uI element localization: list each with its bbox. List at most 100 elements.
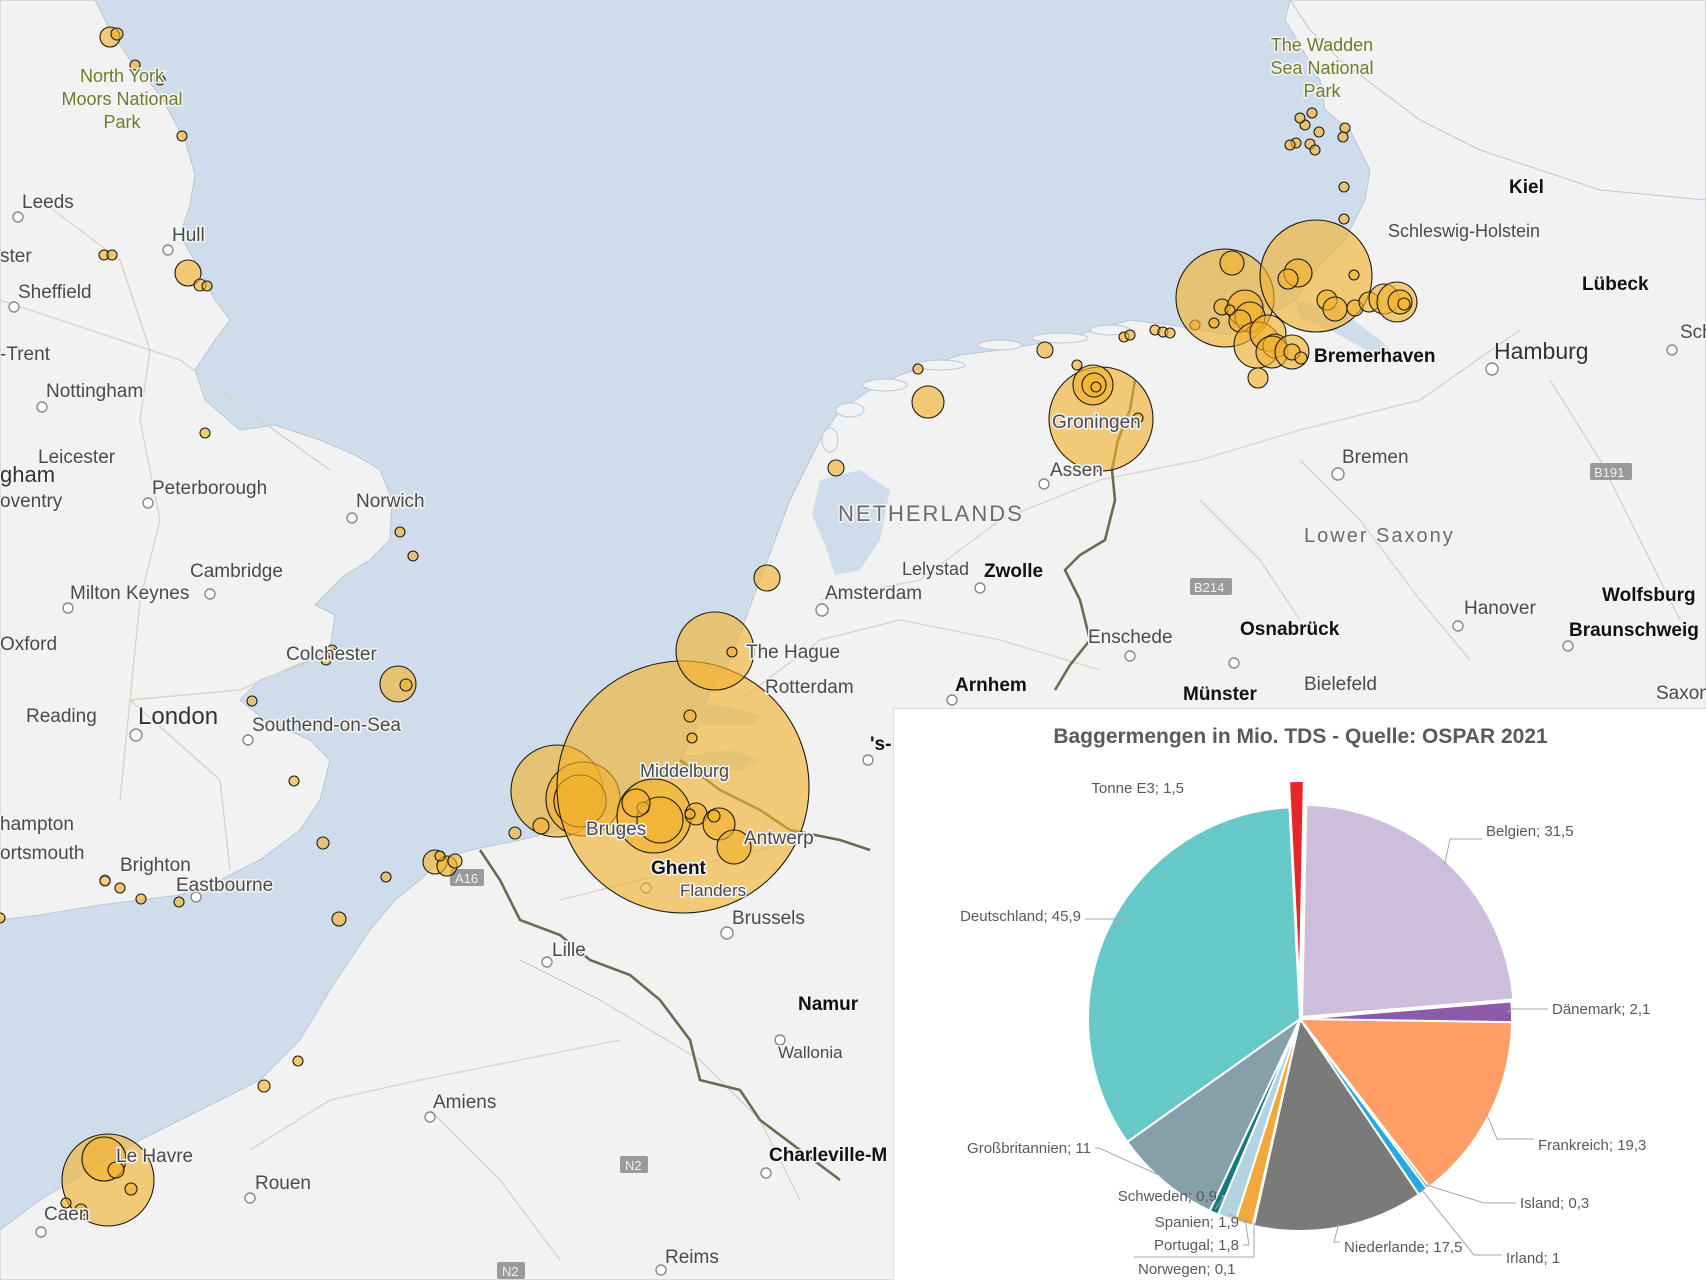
slice-label-frankreich: Frankreich; 19,3	[1538, 1137, 1646, 1154]
pie-chart: Belgien; 31,5 Dänemark; 2,1 Frankreich; 19…	[960, 780, 1650, 1278]
place-labels: North York Moors National Park The Wadde…	[0, 34, 1706, 1270]
label-reading: Reading	[26, 706, 97, 727]
label-schleswig-holstein: Schleswig-Holstein	[1388, 221, 1540, 241]
svg-text:A16: A16	[455, 871, 478, 886]
label-southend: Southend-on-Sea	[252, 715, 401, 736]
label-antwerp: Antwerp	[744, 828, 814, 849]
label-braunschweig: Braunschweig	[1569, 620, 1699, 641]
label-north-york-moors-2: Moors National	[61, 89, 182, 109]
slice-label-deutschland: Deutschland; 45,9	[960, 908, 1081, 925]
leader-line	[1420, 1188, 1502, 1256]
label-amsterdam: Amsterdam	[825, 583, 922, 604]
label-enschede: Enschede	[1088, 627, 1173, 648]
label-ghent: Ghent	[651, 858, 707, 879]
label-london: London	[138, 703, 218, 730]
wadden-islands	[821, 324, 1131, 453]
land-jutland	[1289, 0, 1706, 201]
land-great-britain	[0, 0, 393, 921]
label-bielefeld: Bielefeld	[1304, 674, 1377, 695]
label-ster: ster	[0, 246, 32, 267]
label-lille: Lille	[552, 940, 586, 961]
leader-line	[1095, 1147, 1167, 1180]
label-reims: Reims	[665, 1247, 719, 1268]
dredging-bubbles	[0, 26, 1418, 1227]
label-namur: Namur	[798, 994, 859, 1015]
label-bremen: Bremen	[1342, 447, 1409, 468]
label-leicester: Leicester	[38, 447, 116, 468]
road-shield-a16: A16	[450, 869, 484, 886]
leader-line	[1507, 1008, 1548, 1013]
leader-line	[1227, 1213, 1250, 1223]
pie-slice-niederlande	[1252, 1016, 1421, 1232]
pie-chart-panel: Baggermengen in Mio. TDS - Quelle: OSPAR…	[893, 708, 1706, 1280]
label-cambridge: Cambridge	[190, 561, 283, 582]
label-oxford: Oxford	[0, 634, 57, 655]
road-shield-n2: N2	[497, 1262, 525, 1279]
leader-line	[1134, 1221, 1255, 1258]
label-rouen: Rouen	[255, 1173, 311, 1194]
leader-line	[1425, 1184, 1516, 1204]
pie-slice-belgien	[1301, 803, 1515, 1018]
label-brighton: Brighton	[120, 855, 191, 876]
road-shield-n2: N2	[620, 1156, 648, 1173]
slice-label-niederlande: Niederlande; 17,5	[1344, 1239, 1462, 1256]
label-flanders: Flanders	[680, 881, 746, 900]
label-rotterdam: Rotterdam	[765, 677, 854, 698]
label-bruges: Bruges	[586, 819, 646, 840]
label-milton-keynes: Milton Keynes	[70, 583, 189, 604]
road-shield-b191: B191	[1590, 463, 1632, 480]
label-caen: Caen	[44, 1204, 89, 1225]
label-north-york-moors-3: Park	[103, 112, 141, 132]
label-sch: Sch	[1680, 322, 1706, 343]
label-wadden-3: Park	[1303, 81, 1341, 101]
road-shield-b214: B214	[1190, 578, 1232, 595]
label-north-york-moors-1: North York	[80, 66, 165, 86]
label-leeds: Leeds	[22, 192, 74, 213]
label-middelburg: Middelburg	[640, 761, 729, 781]
label-le-havre: Le Havre	[116, 1146, 193, 1167]
slice-label-d-nemark: Dänemark; 2,1	[1552, 1001, 1650, 1018]
label-oventry: oventry	[0, 491, 63, 512]
label-hampton: hampton	[0, 814, 74, 835]
leader-line	[1243, 1219, 1250, 1246]
slice-label-tonne-e3: Tonne E3; 1,5	[1091, 780, 1184, 797]
svg-text:N2: N2	[625, 1158, 642, 1173]
slice-label-schweden: Schweden; 0,9	[1118, 1188, 1217, 1205]
slice-label-spanien: Spanien; 1,9	[1155, 1214, 1239, 1231]
leader-line	[1485, 1112, 1534, 1140]
label-lubeck: Lübeck	[1582, 274, 1649, 295]
leader-line	[1333, 1223, 1340, 1243]
svg-text:B191: B191	[1594, 465, 1624, 480]
slice-label-belgien: Belgien; 31,5	[1486, 823, 1574, 840]
label-charleville: Charleville-M	[769, 1145, 887, 1166]
label-peterborough: Peterborough	[152, 478, 267, 499]
pie-slice-tonne-e3	[1287, 780, 1305, 994]
leader-line	[1085, 918, 1126, 929]
label-wadden-1: The Wadden	[1271, 35, 1373, 55]
label-zwolle: Zwolle	[984, 561, 1043, 582]
label-netherlands: NETHERLANDS	[838, 501, 1024, 526]
pie-slice-frankreich	[1297, 1017, 1513, 1189]
label-assen: Assen	[1050, 460, 1103, 481]
slice-label-portugal: Portugal; 1,8	[1154, 1237, 1239, 1254]
pie-slice-deutschland	[1087, 806, 1302, 1144]
roads	[0, 199, 1681, 1261]
leader-line	[1215, 1195, 1225, 1210]
leader-line	[1443, 838, 1482, 866]
label-osnabruck: Osnabrück	[1240, 619, 1340, 640]
slice-label-irland: Irland; 1	[1506, 1250, 1560, 1267]
label-brussels: Brussels	[732, 908, 805, 929]
ijsselmeer	[812, 470, 890, 575]
label-wadden-2: Sea National	[1270, 58, 1373, 78]
pie-slice-gro-britannien	[1125, 1015, 1303, 1213]
label-nottingham: Nottingham	[46, 381, 143, 402]
label-eastbourne: Eastbourne	[176, 875, 273, 896]
label-sheffield: Sheffield	[18, 282, 92, 303]
label-hamburg: Hamburg	[1494, 338, 1589, 364]
label-the-hague: The Hague	[746, 642, 840, 663]
label-munster: Münster	[1183, 684, 1258, 705]
label-groningen: Groningen	[1052, 412, 1141, 433]
label-hull: Hull	[172, 225, 205, 246]
label-portsmouth: ortsmouth	[0, 843, 84, 864]
